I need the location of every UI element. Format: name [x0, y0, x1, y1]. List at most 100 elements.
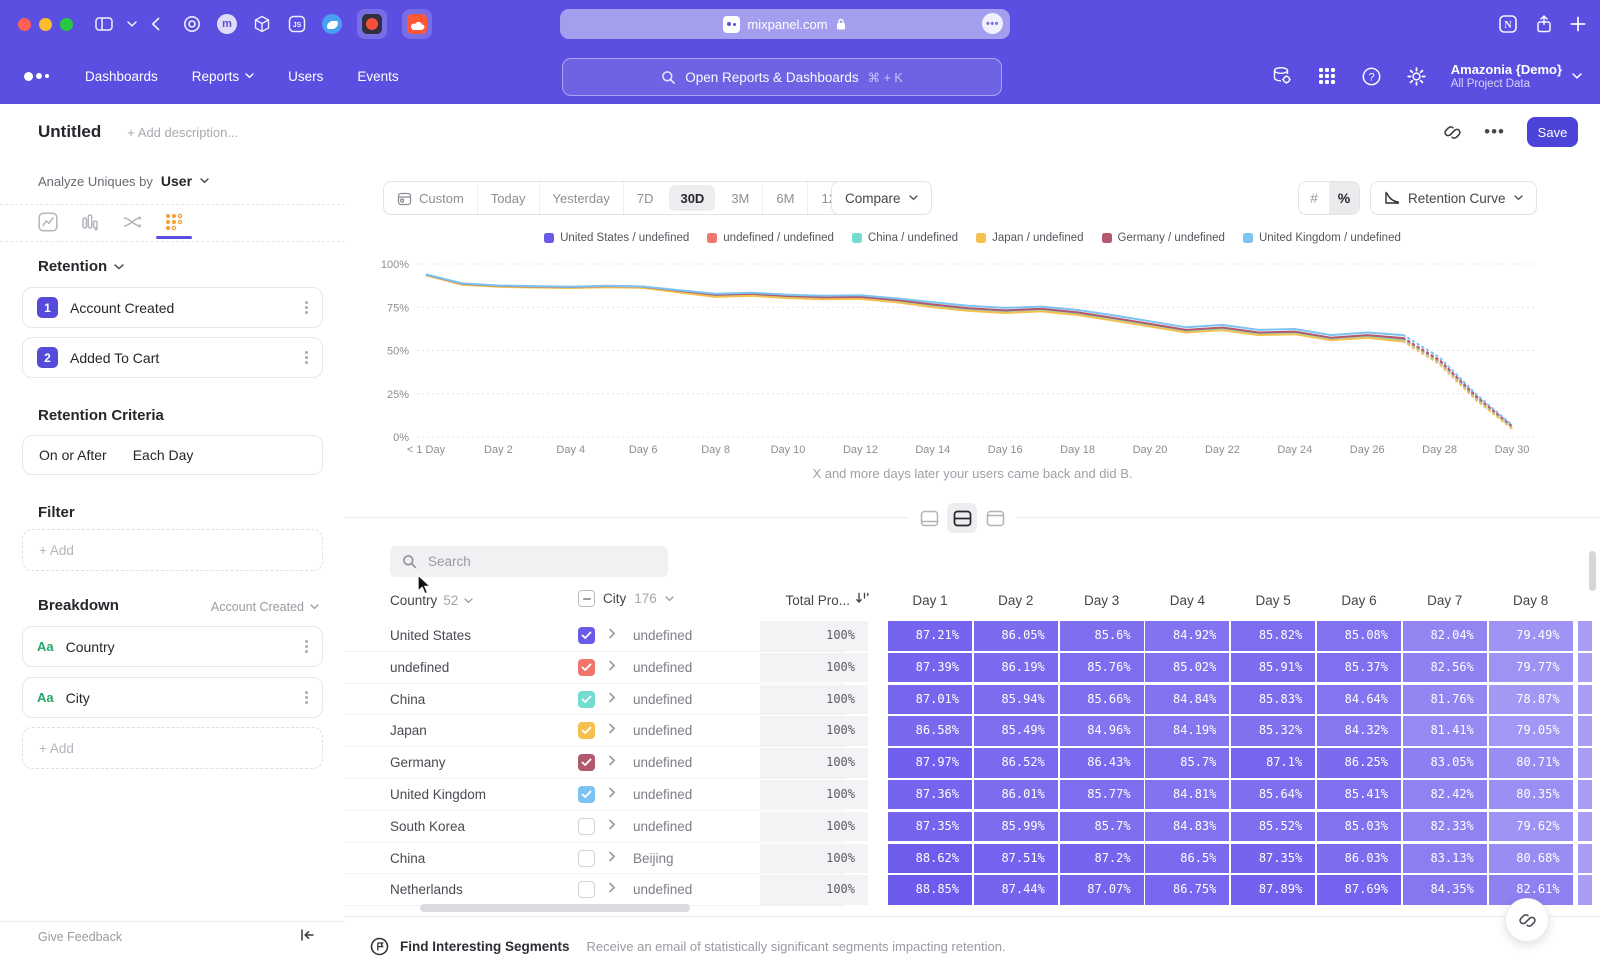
retention-cell-day-5[interactable]: 85.83% [1231, 685, 1315, 715]
global-search[interactable]: Open Reports & Dashboards ⌘ + K [562, 58, 1002, 96]
retention-cell-day-3[interactable]: 87.07% [1060, 875, 1144, 905]
retention-cell-day-5[interactable]: 85.32% [1231, 716, 1315, 746]
retention-cell-day-5[interactable]: 85.82% [1231, 621, 1315, 651]
give-feedback-link[interactable]: Give Feedback [38, 930, 122, 944]
retention-cell-day-7[interactable]: 82.04% [1403, 621, 1487, 651]
nav-item-reports[interactable]: Reports [192, 69, 254, 84]
retention-cell-day-1[interactable]: 88.85% [888, 875, 972, 905]
retention-cell-day-7[interactable]: 83.13% [1403, 844, 1487, 874]
column-day-6[interactable]: Day 6 [1317, 593, 1401, 608]
tab-funnels-icon[interactable] [80, 212, 100, 232]
date-range-7d[interactable]: 7D [623, 182, 667, 214]
retention-cell-day-5[interactable]: 85.52% [1231, 812, 1315, 842]
retention-cell-day-4[interactable]: 84.84% [1145, 685, 1229, 715]
tab-insights-icon[interactable] [38, 212, 58, 232]
view-table-only-button[interactable] [980, 503, 1010, 533]
retention-cell-day-3[interactable]: 84.96% [1060, 716, 1144, 746]
retention-cell-day-3[interactable]: 87.2% [1060, 844, 1144, 874]
column-day-3[interactable]: Day 3 [1060, 593, 1144, 608]
tab-favicon-js[interactable]: JS [287, 14, 307, 34]
address-bar[interactable]: mixpanel.com ••• [560, 9, 1010, 39]
share-link-fab[interactable] [1505, 898, 1549, 942]
retention-cell-day-8[interactable]: 80.35% [1489, 780, 1573, 810]
expand-row-icon[interactable] [608, 882, 616, 893]
sidebar-toggle-icon[interactable] [95, 17, 113, 31]
retention-section-header[interactable]: Retention [38, 258, 124, 275]
column-day-2[interactable]: Day 2 [974, 593, 1058, 608]
retention-cell-day-7[interactable]: 84.35% [1403, 875, 1487, 905]
table-row[interactable]: undefined undefined 100%87.39%86.19%85.7… [345, 652, 1592, 684]
retention-cell-day-4[interactable]: 86.5% [1145, 844, 1229, 874]
save-button[interactable]: Save [1527, 117, 1578, 147]
column-country[interactable]: Country 52 [390, 593, 473, 608]
column-day-1[interactable]: Day 1 [888, 593, 972, 608]
table-row[interactable]: United Kingdom undefined 100%87.36%86.01… [345, 779, 1592, 811]
table-row[interactable]: China undefined 100%87.01%85.94%85.66%84… [345, 684, 1592, 716]
retention-cell-day-4[interactable]: 84.92% [1145, 621, 1229, 651]
apps-grid-icon[interactable] [1317, 66, 1337, 86]
share-icon[interactable] [1535, 14, 1553, 34]
add-filter-button[interactable]: + Add [22, 529, 323, 571]
add-breakdown-button[interactable]: + Add [22, 727, 323, 769]
extensions-icon[interactable]: ••• [982, 13, 1003, 34]
step-1-event[interactable]: 1 Account Created [22, 287, 323, 328]
series-checkbox-unchecked[interactable] [578, 850, 595, 867]
retention-cell-day-1[interactable]: 87.35% [888, 812, 972, 842]
column-day-7[interactable]: Day 7 [1403, 593, 1487, 608]
retention-cell-day-1[interactable]: 87.36% [888, 780, 972, 810]
expand-row-icon[interactable] [608, 819, 616, 830]
retention-cell-day-7[interactable]: 82.42% [1403, 780, 1487, 810]
column-city[interactable]: City 176 [578, 590, 674, 607]
report-title[interactable]: Untitled [38, 122, 101, 142]
retention-cell-day-2[interactable]: 86.01% [974, 780, 1058, 810]
retention-cell-day-3[interactable]: 85.7% [1060, 812, 1144, 842]
breakdown-event-selector[interactable]: Account Created [211, 600, 319, 614]
expand-row-icon[interactable] [608, 723, 616, 734]
chevron-down-icon[interactable] [127, 21, 137, 27]
retention-cell-day-4[interactable]: 84.19% [1145, 716, 1229, 746]
retention-cell-day-2[interactable]: 87.51% [974, 844, 1058, 874]
expand-row-icon[interactable] [608, 787, 616, 798]
vertical-scrollbar[interactable] [1589, 551, 1596, 591]
settings-gear-icon[interactable] [1406, 66, 1427, 87]
date-range-6m[interactable]: 6M [762, 182, 807, 214]
select-all-checkbox[interactable] [578, 590, 595, 607]
zoom-window-button[interactable] [60, 18, 73, 31]
retention-cell-day-2[interactable]: 86.52% [974, 748, 1058, 778]
retention-cell-day-6[interactable]: 85.03% [1317, 812, 1401, 842]
percent-toggle[interactable]: % [1329, 182, 1359, 214]
table-search[interactable] [390, 546, 668, 577]
retention-cell-day-6[interactable]: 85.08% [1317, 621, 1401, 651]
column-day-5[interactable]: Day 5 [1231, 593, 1315, 608]
retention-cell-day-6[interactable]: 85.41% [1317, 780, 1401, 810]
horizontal-scrollbar[interactable] [420, 904, 690, 912]
retention-cell-day-7[interactable]: 82.33% [1403, 812, 1487, 842]
date-range-today[interactable]: Today [477, 182, 539, 214]
collapse-sidebar-icon[interactable] [300, 928, 315, 942]
retention-cell-day-2[interactable]: 87.44% [974, 875, 1058, 905]
expand-row-icon[interactable] [608, 628, 616, 639]
retention-cell-day-3[interactable]: 85.77% [1060, 780, 1144, 810]
tab-favicon-m[interactable]: m [217, 14, 237, 34]
series-checkbox-unchecked[interactable] [578, 881, 595, 898]
column-day-8[interactable]: Day 8 [1489, 593, 1573, 608]
breakdown-country[interactable]: Aa Country [22, 626, 323, 667]
series-checkbox-checked[interactable] [578, 659, 595, 676]
breakdown-city[interactable]: Aa City [22, 677, 323, 718]
retention-cell-day-6[interactable]: 84.32% [1317, 716, 1401, 746]
retention-cell-day-3[interactable]: 86.43% [1060, 748, 1144, 778]
date-range-3m[interactable]: 3M [718, 182, 762, 214]
retention-cell-day-2[interactable]: 85.94% [974, 685, 1058, 715]
nav-item-events[interactable]: Events [357, 69, 398, 84]
chart-type-selector[interactable]: Retention Curve [1370, 181, 1537, 215]
criteria-selector[interactable]: On or After Each Day [22, 435, 323, 475]
view-split-button[interactable] [947, 503, 977, 533]
add-description[interactable]: + Add description... [127, 125, 238, 140]
minimize-window-button[interactable] [39, 18, 52, 31]
retention-cell-day-1[interactable]: 87.39% [888, 653, 972, 683]
number-toggle[interactable]: # [1299, 182, 1329, 214]
date-range-30d[interactable]: 30D [669, 185, 715, 211]
table-row[interactable]: South Korea undefined 100%87.35%85.99%85… [345, 811, 1592, 843]
retention-cell-day-8[interactable]: 79.62% [1489, 812, 1573, 842]
notion-icon[interactable]: N [1498, 14, 1518, 34]
